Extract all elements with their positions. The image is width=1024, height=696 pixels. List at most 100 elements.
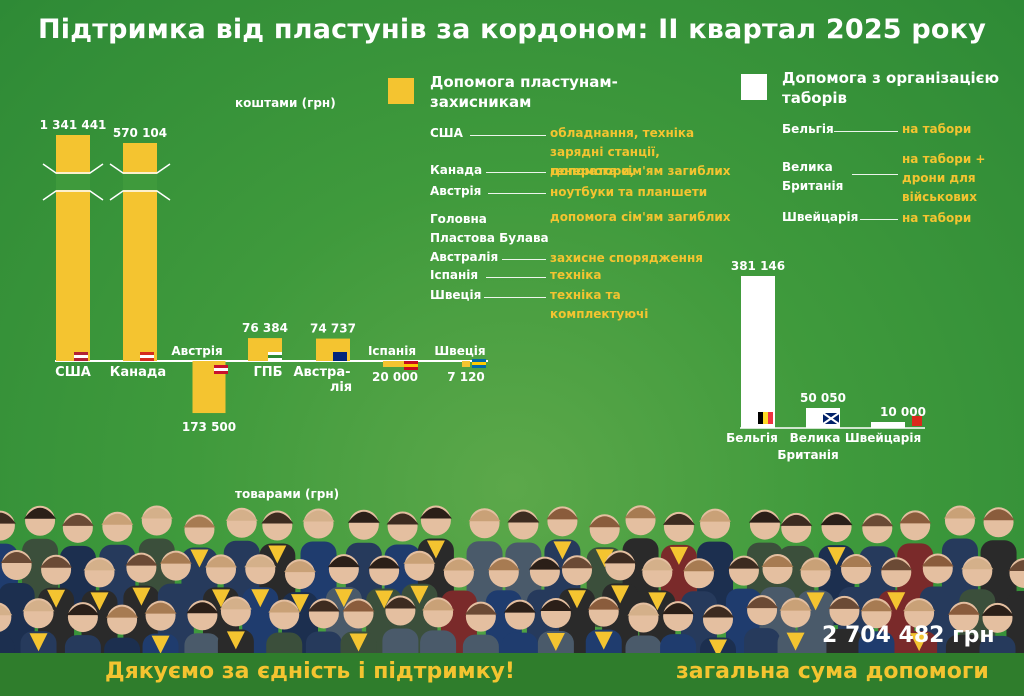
chart-white: 381 146 50 050 10 000 Бельгія Велика Британія… xyxy=(726,259,926,462)
connector-line xyxy=(484,297,546,298)
person-hair xyxy=(101,513,134,525)
scarf xyxy=(827,547,846,566)
scarf xyxy=(410,585,429,604)
legend-yellow-swatch xyxy=(388,78,414,104)
person-body xyxy=(184,633,221,653)
person-body xyxy=(501,632,538,653)
total-value: 2 704 482 грн xyxy=(822,623,995,648)
list-item-country: США xyxy=(430,126,463,140)
person-hair xyxy=(947,603,980,615)
list-item-country: Австрія xyxy=(430,184,482,198)
person-hair xyxy=(261,512,294,524)
tick-label: Британія xyxy=(777,448,838,462)
tick-label: США xyxy=(55,365,91,380)
list-item-desc: захисне спорядження xyxy=(550,251,703,265)
data-label: 50 050 xyxy=(800,391,846,405)
person-hair xyxy=(66,604,99,616)
person-hair xyxy=(384,597,417,609)
scarf xyxy=(595,549,614,568)
bar xyxy=(462,361,470,367)
list-item-desc: на табори xyxy=(902,122,972,136)
list-item-country: Канада xyxy=(430,163,483,177)
person-body xyxy=(1006,591,1024,653)
person-body xyxy=(104,637,141,653)
scarf xyxy=(268,545,287,564)
flag-icon-stripe xyxy=(140,355,154,358)
person-body xyxy=(420,630,457,653)
legend-white-label: Допомога з організацією таборів xyxy=(782,69,1000,107)
list-item-country: Велика Британія xyxy=(782,160,844,193)
flag-icon-stripe xyxy=(268,355,282,358)
person-hair xyxy=(587,598,620,610)
scarf xyxy=(29,633,48,652)
list-item-desc: техніка та комплектуючі xyxy=(550,288,649,321)
scarf xyxy=(375,590,394,609)
yellow-description-list: США обладнання, техніка зарядні станції,… xyxy=(430,126,731,326)
person-hair xyxy=(761,556,794,568)
bar xyxy=(741,276,775,428)
scarf xyxy=(90,592,109,611)
person-hair xyxy=(327,556,360,568)
person-hair xyxy=(22,600,55,612)
tick-label: лія xyxy=(330,380,352,395)
person-hair xyxy=(780,514,813,526)
list-item-country: Бельгія xyxy=(782,122,834,136)
bar xyxy=(56,135,90,361)
person-body xyxy=(826,628,863,653)
person-hair xyxy=(468,510,501,522)
footer-bar xyxy=(0,653,1024,696)
person-hair xyxy=(546,508,579,520)
list-item-country: Іспанія xyxy=(430,268,479,282)
tick-label: Швеція xyxy=(434,344,485,358)
data-label: 7 120 xyxy=(447,370,485,384)
scarf xyxy=(334,589,353,608)
data-label: 570 104 xyxy=(113,126,167,140)
person-hair xyxy=(268,601,301,613)
connector-line xyxy=(488,193,546,194)
person-body xyxy=(462,634,499,653)
person-hair xyxy=(244,556,277,568)
person-body xyxy=(625,635,662,653)
person-hair xyxy=(981,604,1014,616)
data-label: 74 737 xyxy=(310,322,356,336)
person-hair xyxy=(83,559,116,571)
person-hair xyxy=(662,513,695,525)
scarf xyxy=(546,633,565,652)
total-label: загальна сума допомоги xyxy=(676,659,989,684)
crowd-photo xyxy=(0,505,1024,653)
person-hair xyxy=(899,512,932,524)
person-hair xyxy=(307,600,340,612)
scarf xyxy=(132,587,151,606)
person-hair xyxy=(1008,560,1024,572)
person-body xyxy=(266,632,303,653)
list-item-desc: на табори + дрони для військових xyxy=(902,152,986,204)
person-hair xyxy=(422,599,455,611)
connector-line xyxy=(852,174,898,175)
flag-icon-stripe xyxy=(768,412,773,424)
flag-icon-stripe xyxy=(822,412,840,425)
person-hair xyxy=(561,557,594,569)
person-hair xyxy=(419,507,452,519)
person-hair xyxy=(159,552,192,564)
axis-break-gap xyxy=(123,174,157,190)
tick-label: Іспанія xyxy=(368,344,416,358)
scarf xyxy=(568,590,587,609)
person-hair xyxy=(903,600,936,612)
axis-break-gap xyxy=(56,174,90,190)
person-body xyxy=(979,635,1016,653)
scarf xyxy=(251,589,270,608)
person-hair xyxy=(799,559,832,571)
person-hair xyxy=(943,507,976,519)
list-item-desc: техніка xyxy=(550,268,602,282)
person-body xyxy=(945,634,982,653)
person-hair xyxy=(106,606,139,618)
white-description-list: Бельгія на табори Велика Британія на таб… xyxy=(782,122,1012,232)
connector-line xyxy=(502,259,546,260)
connector-line xyxy=(486,172,546,173)
axis-break-mark xyxy=(42,190,104,201)
person-hair xyxy=(860,600,893,612)
scarf xyxy=(349,633,368,652)
person-hair xyxy=(464,603,497,615)
person-hair xyxy=(627,604,660,616)
scarf xyxy=(426,540,445,559)
